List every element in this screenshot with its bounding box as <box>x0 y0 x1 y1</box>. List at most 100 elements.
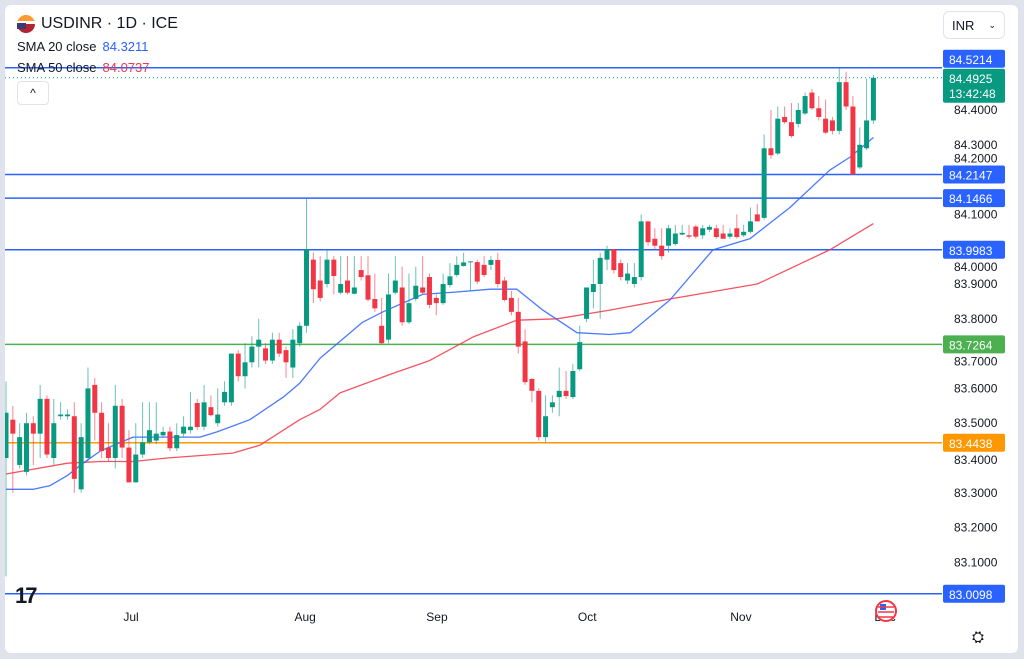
candle-up <box>638 221 644 278</box>
candle-down <box>433 297 439 304</box>
candle-up <box>153 433 159 441</box>
candle-down <box>522 341 528 383</box>
candle-up <box>112 405 118 458</box>
indicator-value: 84.0737 <box>102 60 150 75</box>
candle-up <box>597 257 603 284</box>
settings-icon[interactable]: ⛭ <box>972 629 985 646</box>
candle-down <box>194 403 200 428</box>
y-tick-label: 83.2000 <box>954 521 998 535</box>
candle-down <box>263 348 269 361</box>
candle-up <box>290 339 296 368</box>
candle-down <box>495 259 501 284</box>
last-price-badge <box>943 68 1005 103</box>
candle-up <box>864 120 870 149</box>
candle-up <box>58 414 64 417</box>
collapse-legend-button[interactable]: ^ <box>17 81 49 105</box>
candle-up <box>23 423 29 472</box>
y-tick-label: 83.7000 <box>954 354 998 368</box>
candle-up <box>461 262 467 266</box>
level-price-badge <box>943 165 1005 184</box>
candle-down <box>823 118 829 133</box>
candle-down <box>331 259 337 276</box>
candle-down <box>713 228 719 238</box>
candle-down <box>843 82 849 107</box>
candle-up <box>215 414 221 424</box>
indicator-label: SMA 20 close <box>17 39 97 54</box>
candle-up <box>140 442 146 455</box>
y-tick-label: 83.5000 <box>954 416 998 430</box>
candle-up <box>747 221 753 232</box>
candle-up <box>741 231 747 236</box>
level-price-badge <box>943 433 1005 452</box>
indicator-label: SMA 50 close <box>17 60 97 75</box>
candle-down <box>782 116 788 123</box>
x-tick-label: Aug <box>294 610 315 624</box>
candle-down <box>119 405 125 448</box>
candle-down <box>529 379 535 391</box>
candle-up <box>85 388 91 458</box>
candle-down <box>317 280 323 298</box>
chart-legend: USDINR · 1D · ICE SMA 20 close 84.3211 SM… <box>17 15 178 105</box>
candle-down <box>515 311 521 347</box>
candle-down <box>283 350 289 363</box>
level-price-label: 83.0098 <box>949 588 993 602</box>
candle-down <box>508 297 514 312</box>
candle-up <box>604 249 610 260</box>
y-tick-label: 83.6000 <box>954 381 998 395</box>
candle-down <box>829 120 835 131</box>
candle-down <box>563 390 569 397</box>
candle-up <box>242 362 248 377</box>
candle-up <box>181 426 187 434</box>
level-price-badge <box>943 49 1005 68</box>
candle-up <box>351 287 357 294</box>
indicator-sma20[interactable]: SMA 20 close 84.3211 <box>17 39 178 54</box>
candle-up <box>836 82 842 131</box>
level-price-badge <box>943 335 1005 354</box>
candle-down <box>71 416 77 479</box>
x-tick-label: Sep <box>426 610 448 624</box>
y-tick-label: 84.4000 <box>954 103 998 117</box>
candle-up <box>857 144 863 168</box>
candle-up <box>706 226 712 230</box>
candle-down <box>358 270 364 278</box>
candle-up <box>467 261 473 263</box>
candle-up <box>385 294 391 340</box>
x-tick-label: Jul <box>123 610 138 624</box>
candle-up <box>584 287 590 319</box>
candle-down <box>693 226 699 237</box>
indicator-sma50[interactable]: SMA 50 close 84.0737 <box>17 60 178 75</box>
tradingview-logo[interactable]: 17 <box>15 583 38 608</box>
bar-countdown-label: 13:42:48 <box>949 87 996 101</box>
currency-select[interactable]: INR ⌄ <box>943 11 1005 39</box>
candle-down <box>208 407 214 416</box>
candle-up <box>666 228 672 246</box>
candle-down <box>345 280 350 293</box>
symbol-title[interactable]: USDINR · 1D · ICE <box>17 15 178 33</box>
sma50-line <box>5 223 874 475</box>
candle-down <box>379 325 385 344</box>
y-tick-label: 83.9000 <box>954 277 998 291</box>
candle-up <box>5 412 9 458</box>
candle-down <box>426 277 432 305</box>
candle-up <box>440 284 446 304</box>
y-tick-label: 84.3000 <box>954 138 998 152</box>
candle-down <box>44 398 50 455</box>
level-price-label: 83.9983 <box>949 244 993 258</box>
candle-up <box>672 233 678 244</box>
candle-up <box>413 285 419 299</box>
chart-panel[interactable]: 84.4000 84.3000 84.2000 84.1000 84.0000 83.90… <box>5 5 1018 653</box>
candle-up <box>222 391 228 403</box>
last-price-label: 84.4925 <box>949 72 993 86</box>
candle-up <box>454 264 460 275</box>
candle-up <box>228 353 234 403</box>
candle-down <box>809 92 815 109</box>
candle-up <box>488 259 494 265</box>
candle-up <box>549 402 555 408</box>
candle-down <box>768 148 774 156</box>
level-price-label: 84.2147 <box>949 168 993 182</box>
level-price-badge <box>943 189 1005 208</box>
candle-up <box>338 284 344 293</box>
candle-up <box>51 423 57 458</box>
candle-down <box>734 228 740 238</box>
